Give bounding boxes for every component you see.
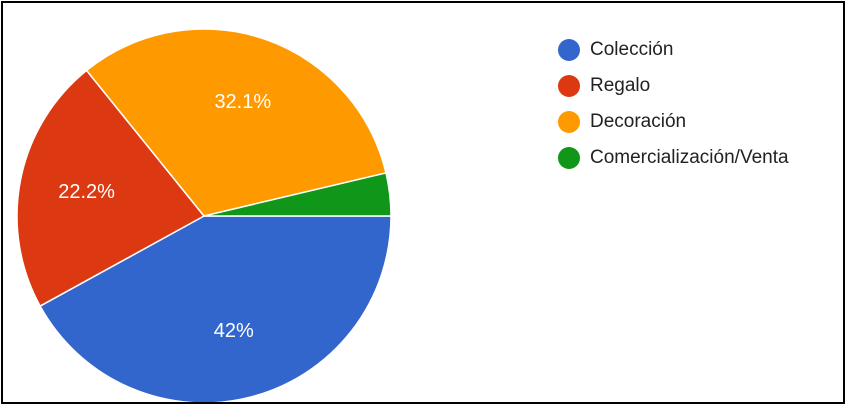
legend-label-comercializacion-venta: Comercialización/Venta bbox=[590, 147, 789, 168]
legend-label-decoracion: Decoración bbox=[590, 111, 687, 132]
legend-item-decoracion[interactable]: Decoración bbox=[558, 104, 789, 140]
legend-swatch-coleccion bbox=[558, 39, 580, 61]
legend-swatch-regalo bbox=[558, 75, 580, 97]
legend-item-comercializacion-venta[interactable]: Comercialización/Venta bbox=[558, 140, 789, 176]
pie-slice-comercializacion-venta[interactable] bbox=[203, 172, 392, 217]
pie-chart: 42% 22.2% 32.1% bbox=[16, 28, 392, 402]
legend-swatch-comercializacion-venta bbox=[558, 147, 580, 169]
pie-slice-regalo[interactable] bbox=[16, 69, 206, 308]
pie-slice-decoracion[interactable] bbox=[85, 28, 387, 217]
legend-label-regalo: Regalo bbox=[590, 75, 651, 96]
legend-swatch-decoracion bbox=[558, 111, 580, 133]
pie-slice-coleccion[interactable] bbox=[39, 215, 392, 402]
slice-label-decoracion: 32.1% bbox=[214, 91, 271, 113]
legend-item-regalo[interactable]: Regalo bbox=[558, 68, 789, 104]
slice-label-coleccion: 42% bbox=[214, 320, 254, 342]
pie-slice-labels: 42% 22.2% 32.1% bbox=[58, 91, 271, 342]
legend-item-coleccion[interactable]: Colección bbox=[558, 32, 789, 68]
legend-label-coleccion: Colección bbox=[590, 39, 674, 60]
legend: Colección Regalo Decoración Comercializa… bbox=[558, 32, 789, 176]
slice-label-regalo: 22.2% bbox=[58, 181, 115, 203]
pie-slices bbox=[16, 28, 392, 402]
